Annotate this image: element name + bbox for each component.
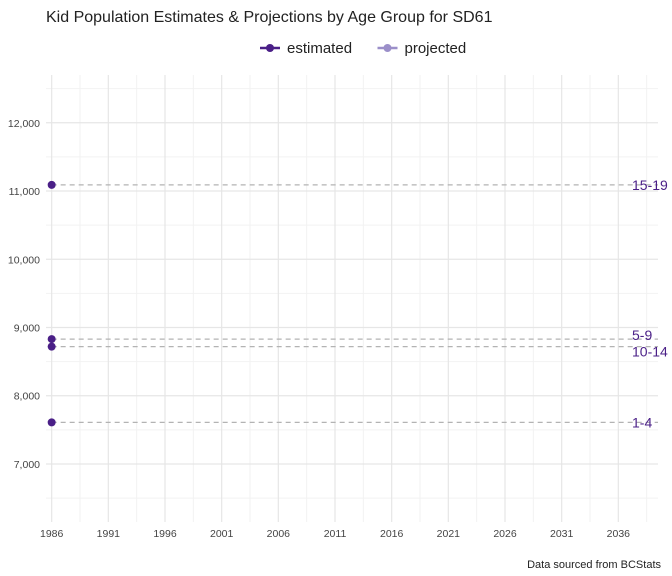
y-tick-label: 12,000 bbox=[8, 118, 40, 130]
x-tick-label: 1991 bbox=[97, 528, 121, 540]
chart-title: Kid Population Estimates & Projections b… bbox=[46, 9, 493, 26]
series-end-label: 1-4 bbox=[632, 414, 652, 430]
data-point bbox=[47, 342, 56, 351]
data-point bbox=[47, 418, 56, 427]
legend-key-dot bbox=[383, 44, 392, 52]
data-point bbox=[47, 180, 56, 189]
legend-key-dot bbox=[266, 44, 274, 52]
y-tick-label: 11,000 bbox=[9, 186, 40, 198]
x-tick-label: 1996 bbox=[153, 528, 177, 540]
x-tick-label: 2011 bbox=[324, 528, 347, 540]
x-tick-label: 2036 bbox=[607, 528, 631, 540]
x-tick-label: 2031 bbox=[550, 528, 574, 540]
data-points bbox=[47, 180, 56, 427]
legend-label: estimated bbox=[287, 40, 352, 57]
y-tick-label: 10,000 bbox=[8, 254, 40, 266]
legend-label: projected bbox=[405, 40, 467, 57]
x-tick-label: 2026 bbox=[493, 528, 517, 540]
chart-caption: Data sourced from BCStats bbox=[527, 559, 661, 571]
x-tick-label: 1986 bbox=[40, 528, 64, 540]
y-tick-label: 8,000 bbox=[14, 391, 40, 403]
series-labels: 15-19 5-910-14 1-4 bbox=[632, 177, 668, 430]
y-tick-label: 9,000 bbox=[14, 323, 40, 335]
series-end-label: 10-14 bbox=[632, 344, 668, 360]
y-tick-label: 7,000 bbox=[14, 459, 40, 471]
x-axis: 1986 1991 1996 2001 2006 2011 2016 2021 2026 2031… bbox=[40, 528, 630, 540]
x-tick-label: 2001 bbox=[210, 528, 234, 540]
reference-lines bbox=[51, 184, 658, 423]
series-end-label: 5-9 bbox=[632, 327, 652, 343]
legend: estimated projected bbox=[260, 40, 466, 57]
x-tick-label: 2006 bbox=[267, 528, 291, 540]
x-tick-label: 2021 bbox=[437, 528, 461, 540]
y-axis: 7,000 8,000 9,000 10,000 11,000 12,000 bbox=[8, 118, 40, 471]
data-point bbox=[47, 335, 56, 344]
grid bbox=[46, 75, 658, 522]
series-end-label: 15-19 bbox=[632, 177, 668, 193]
x-tick-label: 2016 bbox=[380, 528, 404, 540]
